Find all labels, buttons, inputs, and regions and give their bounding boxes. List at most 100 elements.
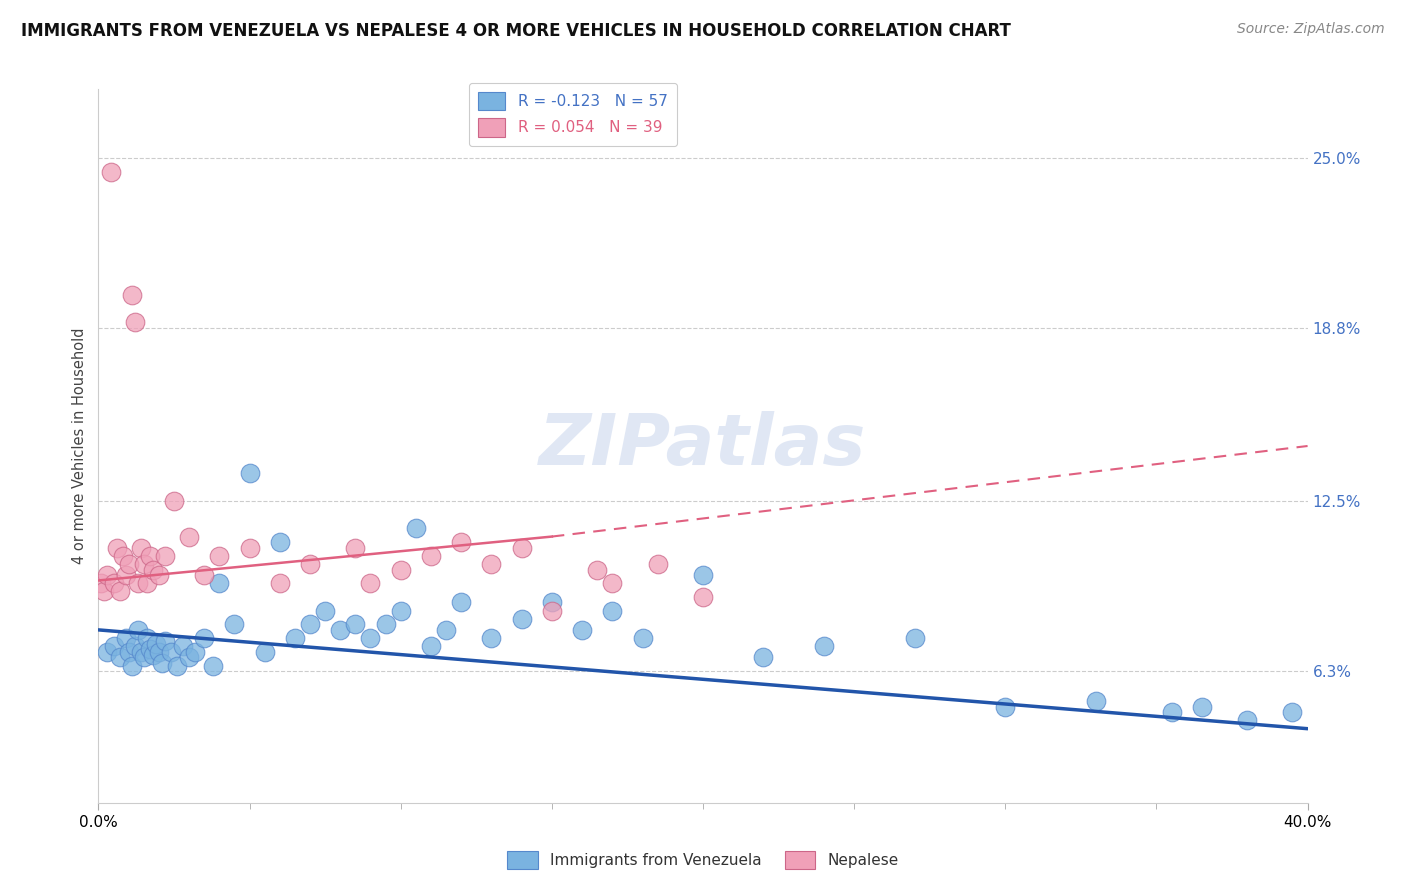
Point bbox=[111, 549, 134, 563]
Point bbox=[100, 164, 122, 178]
Point bbox=[139, 549, 162, 563]
Point bbox=[540, 604, 562, 618]
Point bbox=[904, 631, 927, 645]
Point bbox=[118, 557, 141, 571]
Point bbox=[124, 640, 146, 654]
Point bbox=[1160, 705, 1182, 719]
Point bbox=[121, 288, 143, 302]
Point bbox=[586, 562, 609, 576]
Y-axis label: 4 or more Vehicles in Household: 4 or more Vehicles in Household bbox=[72, 327, 87, 565]
Point bbox=[1236, 714, 1258, 728]
Point bbox=[420, 640, 443, 654]
Point bbox=[329, 623, 352, 637]
Point bbox=[129, 541, 152, 555]
Point bbox=[344, 541, 367, 555]
Point bbox=[692, 568, 714, 582]
Point bbox=[752, 650, 775, 665]
Point bbox=[135, 631, 157, 645]
Point bbox=[253, 645, 276, 659]
Point bbox=[93, 584, 115, 599]
Point bbox=[150, 656, 173, 670]
Point bbox=[135, 576, 157, 591]
Point bbox=[108, 650, 131, 665]
Point bbox=[172, 640, 194, 654]
Point bbox=[692, 590, 714, 604]
Point bbox=[239, 467, 262, 481]
Point bbox=[153, 549, 176, 563]
Point bbox=[434, 623, 457, 637]
Point bbox=[450, 535, 472, 549]
Point bbox=[481, 631, 503, 645]
Point bbox=[208, 576, 231, 591]
Text: Source: ZipAtlas.com: Source: ZipAtlas.com bbox=[1237, 22, 1385, 37]
Point bbox=[602, 604, 624, 618]
Point bbox=[124, 316, 146, 330]
Point bbox=[389, 562, 412, 576]
Point bbox=[374, 617, 396, 632]
Point bbox=[360, 631, 382, 645]
Point bbox=[163, 494, 186, 508]
Point bbox=[481, 557, 503, 571]
Point bbox=[344, 617, 367, 632]
Point bbox=[450, 595, 472, 609]
Point bbox=[269, 576, 291, 591]
Legend: Immigrants from Venezuela, Nepalese: Immigrants from Venezuela, Nepalese bbox=[501, 845, 905, 875]
Point bbox=[114, 568, 136, 582]
Point bbox=[389, 604, 412, 618]
Point bbox=[127, 623, 149, 637]
Point bbox=[631, 631, 654, 645]
Point bbox=[1191, 699, 1213, 714]
Point bbox=[647, 557, 669, 571]
Point bbox=[103, 640, 125, 654]
Point bbox=[571, 623, 593, 637]
Point bbox=[314, 604, 336, 618]
Point bbox=[1085, 694, 1108, 708]
Point bbox=[105, 541, 128, 555]
Point bbox=[145, 637, 167, 651]
Point bbox=[540, 595, 562, 609]
Point bbox=[142, 648, 165, 662]
Point bbox=[193, 631, 215, 645]
Point bbox=[269, 535, 291, 549]
Point bbox=[96, 645, 118, 659]
Point bbox=[360, 576, 382, 591]
Point bbox=[153, 633, 176, 648]
Point bbox=[121, 658, 143, 673]
Point bbox=[132, 557, 155, 571]
Point bbox=[224, 617, 246, 632]
Point bbox=[179, 530, 201, 544]
Text: ZIPatlas: ZIPatlas bbox=[540, 411, 866, 481]
Point bbox=[148, 568, 170, 582]
Point bbox=[510, 541, 533, 555]
Legend: R = -0.123   N = 57, R = 0.054   N = 39: R = -0.123 N = 57, R = 0.054 N = 39 bbox=[468, 83, 676, 145]
Point bbox=[118, 645, 141, 659]
Point bbox=[602, 576, 624, 591]
Point bbox=[127, 576, 149, 591]
Point bbox=[420, 549, 443, 563]
Point bbox=[132, 650, 155, 665]
Point bbox=[148, 645, 170, 659]
Text: IMMIGRANTS FROM VENEZUELA VS NEPALESE 4 OR MORE VEHICLES IN HOUSEHOLD CORRELATIO: IMMIGRANTS FROM VENEZUELA VS NEPALESE 4 … bbox=[21, 22, 1011, 40]
Point bbox=[299, 557, 322, 571]
Point bbox=[510, 612, 533, 626]
Point bbox=[1281, 705, 1303, 719]
Point bbox=[193, 568, 215, 582]
Point bbox=[139, 642, 162, 657]
Point bbox=[96, 568, 118, 582]
Point bbox=[299, 617, 322, 632]
Point bbox=[405, 521, 427, 535]
Point bbox=[202, 658, 225, 673]
Point bbox=[166, 658, 188, 673]
Point bbox=[994, 699, 1017, 714]
Point bbox=[90, 576, 112, 591]
Point bbox=[160, 645, 183, 659]
Point bbox=[103, 576, 125, 591]
Point bbox=[239, 541, 262, 555]
Point bbox=[813, 640, 835, 654]
Point bbox=[208, 549, 231, 563]
Point bbox=[108, 584, 131, 599]
Point bbox=[179, 650, 201, 665]
Point bbox=[184, 645, 207, 659]
Point bbox=[142, 562, 165, 576]
Point bbox=[129, 645, 152, 659]
